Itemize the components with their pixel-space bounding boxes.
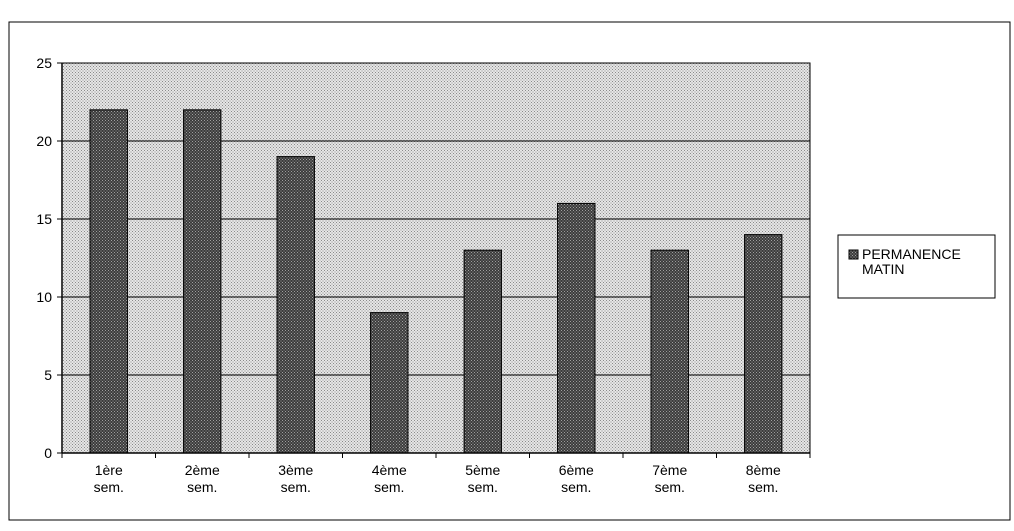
- x-tick-label: 8ème: [746, 462, 781, 478]
- y-tick-label: 15: [36, 211, 52, 227]
- bar: [557, 202, 596, 454]
- x-tick-label: sem.: [374, 479, 404, 495]
- plot-area: [61, 62, 811, 454]
- x-tick-label: 1ère: [95, 462, 123, 478]
- x-tick-label: 2ème: [185, 462, 220, 478]
- y-tick-label: 5: [44, 367, 52, 383]
- bar: [744, 234, 783, 454]
- bar: [89, 109, 128, 454]
- x-tick-label: sem.: [468, 479, 498, 495]
- x-tick-label: sem.: [748, 479, 778, 495]
- x-axis: 1èresem.2èmesem.3èmesem.4èmesem.5èmesem.…: [61, 452, 811, 495]
- x-tick-label: 4ème: [372, 462, 407, 478]
- x-tick-label: 6ème: [559, 462, 594, 478]
- x-tick-label: sem.: [561, 479, 591, 495]
- bar: [183, 109, 222, 454]
- x-tick-label: 7ème: [652, 462, 687, 478]
- y-tick-label: 0: [44, 445, 52, 461]
- x-tick-label: sem.: [281, 479, 311, 495]
- legend-label-line-1: PERMANENCE: [862, 246, 961, 262]
- x-tick-label: sem.: [187, 479, 217, 495]
- legend-label-line-2: MATIN: [862, 261, 905, 277]
- bar: [650, 249, 689, 454]
- y-tick-label: 10: [36, 289, 52, 305]
- y-tick-label: 25: [36, 55, 52, 71]
- x-tick-label: sem.: [94, 479, 124, 495]
- x-tick-label: sem.: [655, 479, 685, 495]
- bar: [463, 249, 502, 454]
- y-axis: 0 5 10 15 20 25: [36, 55, 63, 461]
- x-tick-label: 3ème: [278, 462, 313, 478]
- legend-box: [837, 234, 996, 299]
- legend-swatch: [848, 249, 859, 260]
- x-tick-label: 5ème: [465, 462, 500, 478]
- legend: PERMANENCE MATIN: [837, 234, 996, 299]
- bar: [276, 156, 315, 454]
- bar: [370, 312, 409, 454]
- y-tick-label: 20: [36, 133, 52, 149]
